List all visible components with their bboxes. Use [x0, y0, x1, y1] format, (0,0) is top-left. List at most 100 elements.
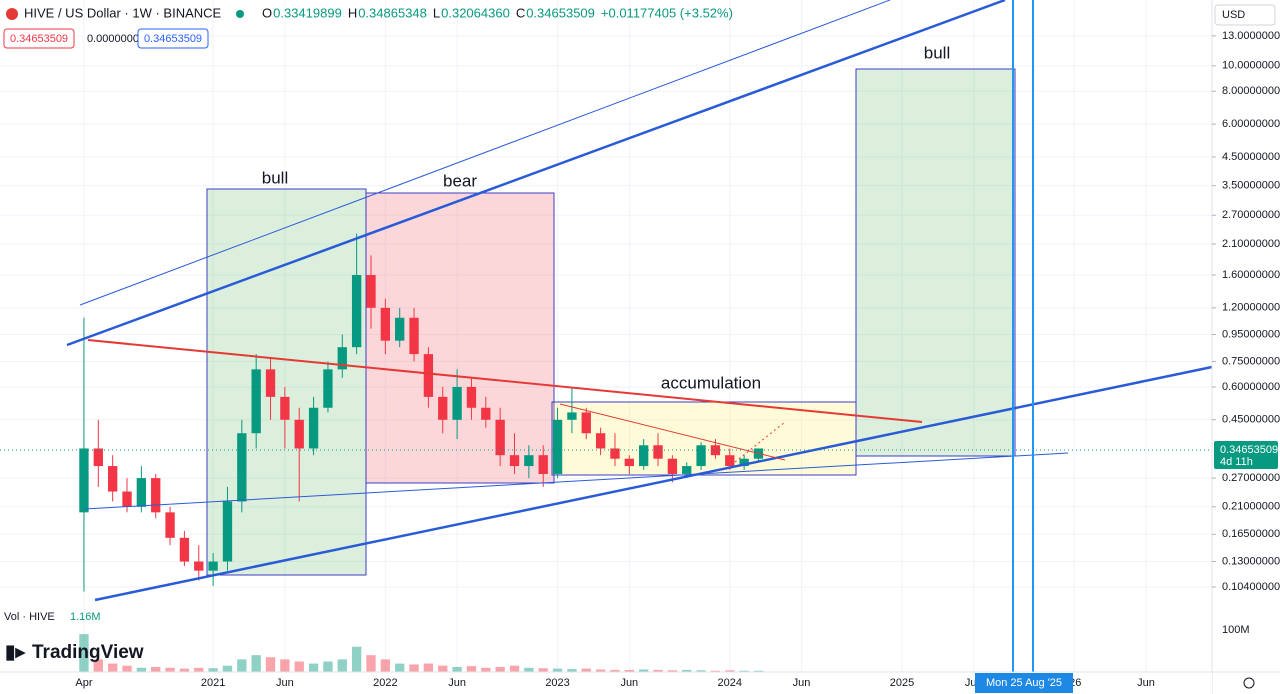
candle-body	[495, 419, 505, 456]
candle-body	[667, 458, 678, 474]
candle-body	[452, 386, 462, 420]
market-status	[236, 10, 244, 18]
volume-bar	[682, 669, 692, 672]
y-tick-label: 0.60000000	[1222, 381, 1280, 393]
volume-bar	[509, 665, 520, 672]
trendlines	[0, 0, 1213, 694]
y-tick-label: 13.00000000	[1222, 30, 1280, 42]
volume-bar	[395, 663, 405, 672]
y-tick-label: 6.00000000	[1222, 118, 1280, 130]
x-axis: Apr 2021 Jun 2022 Jun 2023 Jun 2024 Jun 2025 Jun '2…	[75, 677, 1154, 689]
candle-body	[136, 478, 147, 507]
sell-price: 0.34653509	[10, 33, 68, 45]
y-tick-label: 4.50000000	[1222, 151, 1280, 163]
quote-key: C	[516, 5, 525, 20]
candle-body	[552, 419, 563, 474]
x-tick-label: 2024	[718, 677, 742, 689]
volume-bar	[466, 666, 477, 672]
annotation: accumulation	[661, 373, 761, 392]
candle-body	[194, 561, 204, 571]
candle-body	[222, 501, 233, 562]
y-tick-label: 1.60000000	[1222, 269, 1280, 281]
trendline	[87, 339, 923, 423]
volume-label: Vol · HIVE	[4, 611, 55, 623]
volume-bar	[208, 668, 218, 672]
spread: 0.00000000	[87, 33, 145, 45]
volume-bar	[280, 659, 290, 672]
volume-bar	[151, 666, 161, 672]
quote-value: 0.34653509	[526, 5, 595, 20]
volume-bar	[438, 665, 448, 672]
trendline	[734, 421, 786, 463]
symbol: HIVE / US Dollar · 1W · BINANCE	[24, 5, 222, 20]
candle-body	[509, 455, 520, 467]
candle-body	[423, 354, 434, 397]
volume-bar	[251, 655, 261, 672]
volume-bar	[136, 667, 147, 672]
candle-body	[653, 445, 663, 459]
volume-bar	[308, 663, 319, 672]
volume-bar	[452, 666, 462, 672]
volume-bar	[179, 668, 190, 672]
trendline	[94, 365, 1213, 602]
y-tick-label: 0.45000000	[1222, 414, 1280, 426]
volume-bar	[538, 668, 548, 672]
x-tick-label: Jun	[276, 677, 294, 689]
candle-body	[122, 491, 132, 507]
candle-body	[739, 458, 749, 467]
candle-body	[538, 455, 548, 474]
y-tick-label: 0.21000000	[1222, 501, 1280, 513]
y-tick-label: 2.70000000	[1222, 209, 1280, 221]
volume-tick-label: 100M	[1222, 624, 1250, 636]
crosshair-box	[975, 673, 1073, 693]
symbol-icon	[6, 8, 18, 20]
candle-body	[265, 369, 276, 397]
x-tick-label: Jun	[448, 677, 466, 689]
currency: USD	[1222, 9, 1245, 21]
volume-bar	[323, 661, 333, 672]
candle-body	[79, 448, 89, 513]
annotation: bull	[262, 168, 288, 187]
volume-bar	[194, 667, 204, 672]
candle-body	[107, 466, 118, 492]
annotation: bear	[443, 171, 477, 190]
y-axis: 13.00000000 10.00000000 8.00000000 6.000000…	[1212, 30, 1280, 636]
candle-body	[409, 317, 419, 355]
volume-bar	[639, 669, 649, 672]
y-tick-label: 0.95000000	[1222, 328, 1280, 340]
candle-body	[610, 448, 620, 459]
price-scale	[1212, 0, 1280, 694]
currency-select[interactable]	[1214, 4, 1276, 26]
quote-key: H	[348, 5, 357, 20]
settings-icon[interactable]	[1243, 677, 1255, 689]
candle-body	[395, 317, 405, 341]
sell-box[interactable]	[3, 28, 75, 49]
volume-bar	[337, 659, 347, 672]
candle-body	[466, 386, 477, 408]
quote-key: O	[262, 5, 272, 20]
buy-box[interactable]	[137, 28, 209, 49]
quote-value: 0.34865348	[358, 5, 427, 20]
candle-body	[208, 561, 218, 571]
volume-bar	[93, 659, 103, 672]
quote-value: 0.32064360	[441, 5, 510, 20]
y-tick-label: 3.50000000	[1222, 180, 1280, 192]
x-tick-label: Jun	[620, 677, 638, 689]
volume-bar	[667, 670, 678, 672]
candle-body	[351, 274, 362, 348]
candle-body	[280, 396, 290, 420]
logo-mark: ▮▸	[5, 642, 26, 663]
crosshair-label: Mon 25 Aug '25	[986, 677, 1062, 689]
x-tick-label: 2023	[545, 677, 569, 689]
volume-bar	[79, 634, 89, 672]
volume-bar	[351, 646, 362, 672]
quote-key: L	[433, 5, 440, 20]
candle-body	[524, 455, 534, 467]
bull-box	[855, 68, 1016, 457]
y-tick-label: 0.27000000	[1222, 472, 1280, 484]
quote-value: 0.33419899	[273, 5, 342, 20]
time-scale	[0, 672, 1212, 694]
volume-bar	[122, 665, 132, 672]
